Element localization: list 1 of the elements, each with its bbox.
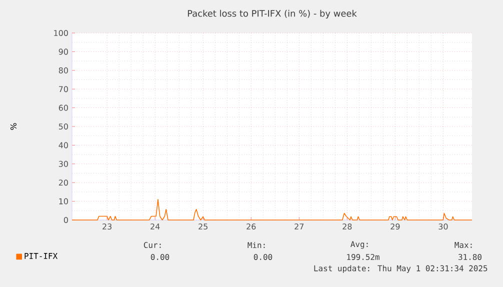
chart-title: Packet loss to PIT-IFX (in %) - by week (188, 10, 357, 18)
